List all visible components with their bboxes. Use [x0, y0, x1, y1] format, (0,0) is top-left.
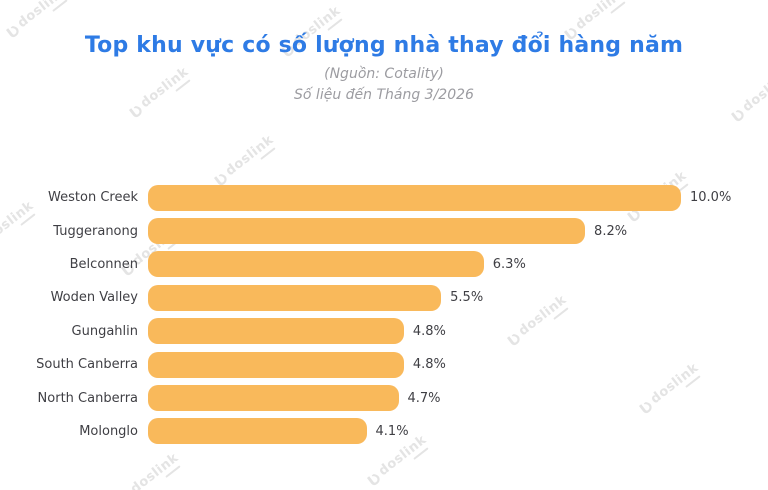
chart-row: Weston Creek 10.0% [0, 181, 768, 214]
bar [148, 385, 399, 412]
value-label: 8.2% [594, 223, 628, 239]
value-label: 4.8% [412, 357, 446, 373]
chart-row: Molonglo 4.1% [0, 415, 768, 448]
doslink-logo-icon: Ʋ [727, 105, 749, 127]
watermark-underline [51, 0, 68, 13]
chart-row: Gungahlin 4.8% [0, 315, 768, 348]
watermark-text-wrap: doslink [222, 132, 279, 181]
watermark-brand-text: doslink [14, 0, 69, 31]
watermark-underline [164, 465, 181, 479]
chart-row: South Canberra 4.8% [0, 348, 768, 381]
bar [148, 418, 367, 445]
category-label: North Canberra [37, 390, 138, 406]
chart-row: Woden Valley 5.5% [0, 281, 768, 314]
value-label: 6.3% [492, 256, 526, 272]
bar [148, 351, 404, 378]
bar [148, 184, 681, 211]
value-label: 4.7% [407, 390, 441, 406]
category-label: South Canberra [36, 357, 138, 373]
bar [148, 251, 484, 278]
value-label: 5.5% [450, 290, 484, 306]
chart-row: Belconnen 6.3% [0, 248, 768, 281]
category-label: Gungahlin [71, 323, 138, 339]
value-label: 4.1% [375, 423, 409, 439]
category-label: Belconnen [69, 256, 138, 272]
value-label: 10.0% [690, 190, 732, 206]
chart-row: North Canberra 4.7% [0, 381, 768, 414]
doslink-logo-icon: Ʋ [363, 469, 385, 490]
watermark-underline [326, 18, 343, 32]
bar [148, 284, 442, 311]
bar [148, 218, 586, 245]
watermark-brand-text: doslink [572, 0, 627, 33]
category-label: Tuggeranong [53, 223, 138, 239]
watermark-underline [412, 447, 429, 461]
watermark-underline [609, 1, 626, 15]
watermark-text-wrap: doslink [572, 0, 629, 35]
chart-date-note: Số liệu đến Tháng 3/2026 [294, 87, 474, 103]
category-label: Molonglo [79, 423, 138, 439]
category-label: Weston Creek [48, 190, 138, 206]
watermark-brand-text: doslink [222, 132, 277, 179]
watermark-text-wrap: doslink [14, 0, 71, 33]
doslink-logo-icon: Ʋ [125, 101, 147, 123]
chart-row: Tuggeranong 8.2% [0, 214, 768, 247]
watermark-underline [259, 147, 276, 161]
bar [148, 318, 404, 345]
value-label: 4.8% [412, 323, 446, 339]
watermark-text-wrap: doslink [127, 450, 184, 490]
chart-source-note: (Nguồn: Cotality) [324, 66, 444, 82]
watermark-brand-text: doslink [127, 450, 182, 490]
category-label: Woden Valley [50, 290, 138, 306]
page-title: Top khu vực có số lượng nhà thay đổi hàn… [84, 33, 684, 58]
bar-chart: Weston Creek 10.0% Tuggeranong 8.2% Belconne… [0, 181, 768, 448]
